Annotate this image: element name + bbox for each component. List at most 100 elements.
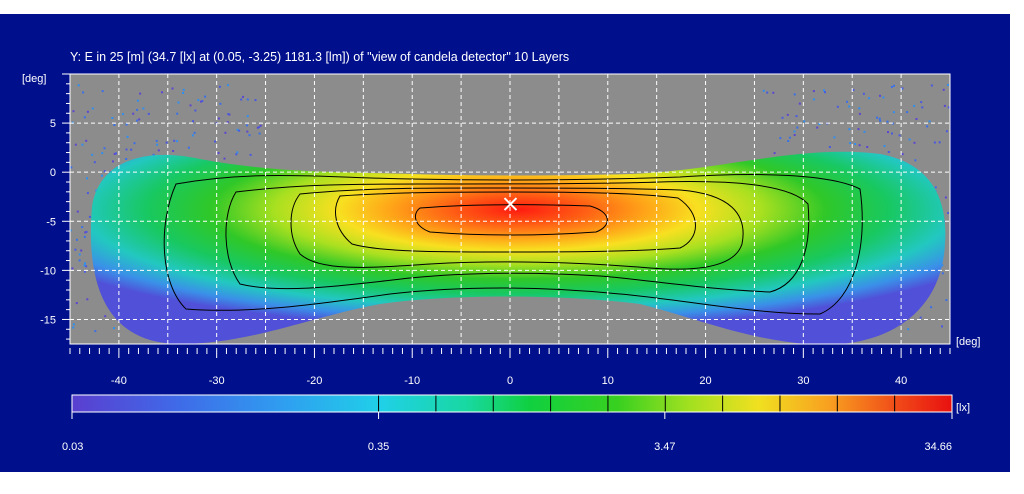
speckle-point (863, 130, 866, 133)
speckle-point (74, 143, 77, 146)
speckle-point (833, 136, 836, 139)
speckle-point (919, 316, 922, 319)
x-tick-label: 40 (895, 375, 907, 387)
speckle-point (70, 166, 73, 169)
speckle-point (928, 120, 931, 123)
speckle-point (900, 87, 903, 90)
speckle-point (75, 302, 78, 305)
speckle-point (86, 110, 89, 113)
speckle-point (938, 141, 941, 144)
speckle-point (173, 139, 176, 142)
speckle-point (172, 150, 175, 152)
speckle-point (91, 153, 94, 156)
speckle-point (67, 306, 69, 308)
speckle-point (952, 303, 954, 305)
speckle-point (942, 88, 945, 91)
speckle-point (192, 120, 194, 123)
speckle-point (947, 106, 950, 109)
speckle-point (136, 108, 139, 111)
speckle-point (898, 134, 901, 137)
speckle-point (84, 262, 86, 265)
y-tick-label: -5 (46, 216, 56, 228)
speckle-point (915, 118, 918, 120)
speckle-point (941, 264, 944, 267)
speckle-point (793, 93, 796, 96)
speckle-point (779, 137, 782, 140)
illuminance-chart: Y: E in 25 [m] (34.7 [lx] at (0.05, -3.2… (22, 50, 980, 453)
speckle-point (893, 84, 895, 87)
speckle-point (219, 102, 222, 105)
speckle-point (70, 229, 72, 232)
speckle-point (913, 104, 916, 107)
x-tick-labels: -40 -30 -20 -10 0 10 20 30 40 (111, 375, 907, 387)
speckle-point (228, 113, 231, 116)
x-tick-label: -20 (306, 375, 322, 387)
colorbar-ticks (71, 412, 953, 419)
speckle-point (249, 153, 252, 156)
speckle-point (246, 98, 249, 101)
illuminance-footprint (90, 151, 946, 344)
speckle-point (882, 96, 885, 99)
speckle-point (204, 95, 207, 98)
x-tick-label: -10 (404, 375, 420, 387)
x-axis-unit: [deg] (956, 336, 980, 348)
x-tick-label: 0 (507, 375, 513, 387)
speckle-point (95, 189, 98, 192)
speckle-point (256, 126, 259, 129)
speckle-point (258, 126, 261, 129)
max-marker (503, 197, 518, 211)
speckle-point (920, 101, 923, 104)
speckle-point (84, 231, 87, 234)
speckle-point (828, 146, 831, 148)
speckle-point (142, 107, 145, 110)
speckle-point (86, 192, 89, 195)
speckle-point (858, 144, 861, 147)
speckle-point (214, 140, 216, 143)
speckle-point (943, 104, 946, 107)
speckle-point (788, 136, 791, 139)
speckle-point (886, 120, 889, 123)
speckle-point (930, 306, 933, 309)
speckle-point (246, 130, 249, 133)
speckle-point (259, 124, 262, 127)
speckle-point (766, 91, 769, 94)
speckle-point (101, 152, 104, 155)
speckle-point (786, 113, 789, 116)
speckle-point (136, 119, 139, 122)
speckle-point (852, 88, 855, 91)
y-tick-labels: 5 0 -5 -10 -15 (40, 118, 56, 326)
speckle-point (812, 90, 815, 93)
speckle-point (81, 143, 84, 146)
speckle-point (227, 113, 230, 116)
speckle-point (125, 123, 128, 126)
speckle-point (176, 112, 179, 115)
speckle-point (132, 112, 135, 115)
speckle-point (242, 95, 244, 98)
speckle-point (944, 196, 947, 199)
colorbar-tick-label: 0.35 (368, 441, 389, 453)
speckle-point (139, 92, 142, 95)
speckle-point (194, 109, 197, 112)
speckle-point (947, 84, 950, 86)
speckle-point (93, 161, 96, 164)
y-axis-unit: [deg] (22, 73, 46, 85)
speckle-point (879, 94, 881, 97)
speckle-point (238, 129, 241, 132)
speckle-point (83, 116, 86, 119)
axis-ticks (62, 73, 951, 358)
speckle-point (78, 253, 81, 256)
speckle-point (126, 135, 129, 138)
colorbar-tick-label: 34.66 (924, 441, 952, 453)
speckle-point (200, 100, 202, 103)
colorbar (72, 395, 952, 412)
contour-line (163, 174, 863, 315)
speckle-point (75, 238, 78, 241)
speckle-point (176, 140, 179, 143)
speckle-point (182, 88, 185, 91)
speckle-point (91, 107, 94, 110)
x-tick-label: 30 (797, 375, 809, 387)
speckle-point (83, 270, 86, 273)
speckle-point (849, 142, 852, 145)
speckle-point (951, 185, 953, 187)
y-tick-label: -10 (40, 265, 56, 277)
